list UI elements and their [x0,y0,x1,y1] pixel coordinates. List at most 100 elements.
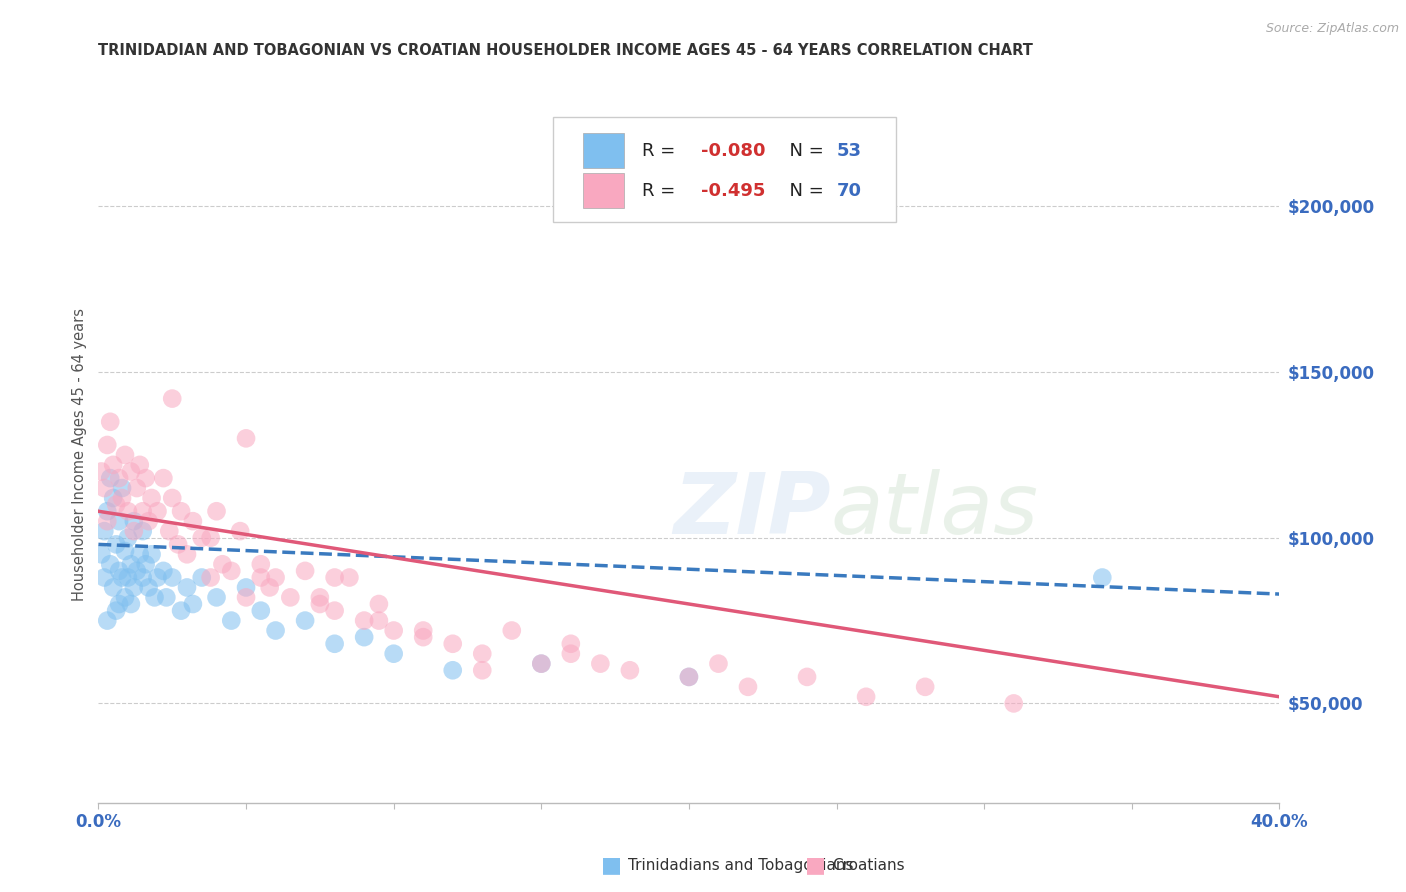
Point [108,564,131,578]
Point [382,647,405,661]
Point [412,624,434,638]
Point [146,504,169,518]
Point [560,637,582,651]
Point [707,657,730,671]
Point [135,471,157,485]
Point [96,438,118,452]
Point [250,570,273,584]
Text: ■: ■ [602,855,621,875]
Point [105,604,128,618]
Point [132,504,155,518]
Point [205,504,228,518]
Point [122,581,145,595]
Text: atlas: atlas [831,469,1039,552]
FancyBboxPatch shape [582,134,624,169]
Point [117,531,139,545]
Point [114,448,136,462]
Point [309,597,332,611]
Point [530,657,553,671]
Text: 70: 70 [837,182,862,200]
Point [120,465,142,479]
Point [353,630,375,644]
Point [105,498,128,512]
Point [108,471,131,485]
Point [93,524,115,538]
Point [138,514,160,528]
Point [90,547,112,561]
Point [111,491,134,505]
Point [235,431,257,445]
Point [98,558,121,572]
Point [259,581,281,595]
Point [170,504,193,518]
Point [167,537,190,551]
Point [96,504,118,518]
Point [105,537,128,551]
Point [125,564,148,578]
Point [309,591,332,605]
Point [117,504,139,518]
Point [219,614,242,628]
Y-axis label: Householder Income Ages 45 - 64 years: Householder Income Ages 45 - 64 years [72,309,87,601]
Point [200,570,222,584]
Point [122,514,145,528]
Point [90,465,112,479]
Text: -0.495: -0.495 [700,182,765,200]
Point [117,570,139,584]
Point [589,657,612,671]
Text: R =: R = [641,182,681,200]
Text: Croatians: Croatians [832,858,905,872]
Point [235,581,257,595]
FancyBboxPatch shape [582,173,624,208]
Point [382,624,405,638]
Point [339,570,360,584]
Point [132,524,155,538]
Point [128,547,150,561]
Point [530,657,553,671]
Text: Trinidadians and Tobagonians: Trinidadians and Tobagonians [628,858,853,872]
Point [678,670,700,684]
Text: -0.080: -0.080 [700,142,765,160]
Point [678,670,700,684]
Point [471,663,494,677]
Point [162,570,183,584]
Point [176,547,198,561]
Text: N =: N = [778,142,830,160]
Point [181,597,204,611]
Point [441,663,464,677]
Text: 53: 53 [837,142,862,160]
Point [323,604,346,618]
Point [205,591,228,605]
Point [128,458,150,472]
Point [264,570,287,584]
Text: N =: N = [778,182,830,200]
Point [250,558,273,572]
Text: R =: R = [641,142,681,160]
Point [1002,697,1025,711]
Point [103,458,125,472]
Point [176,581,198,595]
Point [146,570,169,584]
Point [441,637,464,651]
Point [294,564,316,578]
Point [114,591,136,605]
Point [114,544,136,558]
Text: Source: ZipAtlas.com: Source: ZipAtlas.com [1265,22,1399,36]
Point [155,591,177,605]
Point [235,591,257,605]
Point [914,680,936,694]
Point [132,570,155,584]
Point [323,570,346,584]
Point [294,614,316,628]
Point [191,531,214,545]
Point [250,604,273,618]
Point [229,524,252,538]
Point [111,481,134,495]
Point [170,604,193,618]
Point [141,491,163,505]
Point [200,531,222,545]
Point [323,637,346,651]
Point [138,581,160,595]
Point [96,614,118,628]
Point [471,647,494,661]
